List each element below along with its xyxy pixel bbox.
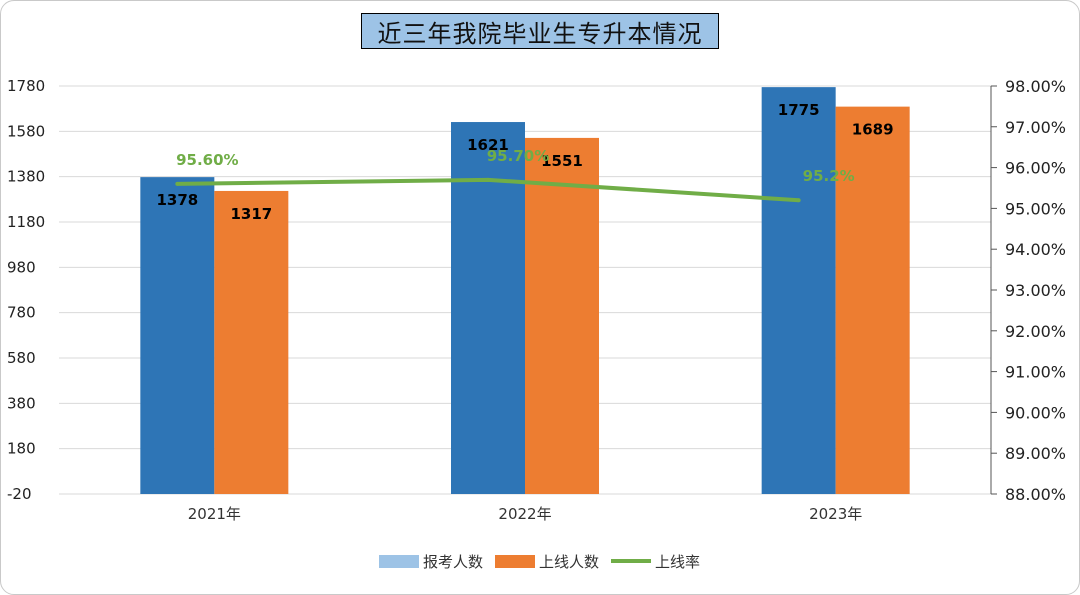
y-left-tick-label: 780 <box>7 304 36 322</box>
y-left-tick-label: 380 <box>7 394 36 412</box>
rate-data-label: 95.60% <box>176 151 238 169</box>
y-right-tick-label: 93.00% <box>1005 281 1066 300</box>
x-tick-label: 2022年 <box>498 505 551 523</box>
y-left-tick-label: 180 <box>7 440 36 458</box>
y-right-tick-label: 90.00% <box>1005 403 1066 422</box>
bar-admitted <box>835 106 910 495</box>
y-left-tick-label: 1580 <box>7 122 45 140</box>
bar-data-label: 1621 <box>467 136 509 154</box>
y-right-tick-label: 97.00% <box>1005 118 1066 137</box>
y-right-tick-label: 96.00% <box>1005 159 1066 178</box>
rate-point <box>175 181 180 186</box>
chart-title: 近三年我院毕业生专升本情况 <box>361 13 719 49</box>
bar-data-label: 1551 <box>541 152 583 170</box>
bar-applicants <box>140 177 215 494</box>
y-left-tick-label: 1180 <box>7 213 45 231</box>
bar-data-label: 1378 <box>156 191 198 209</box>
bar-data-label: 1317 <box>230 205 272 223</box>
legend-label-rate: 上线率 <box>655 553 700 571</box>
bar-admitted <box>214 190 289 495</box>
rate-point <box>486 177 490 182</box>
y-right-tick-label: 88.00% <box>1005 485 1066 504</box>
y-left-tick-label: 1780 <box>7 77 45 95</box>
rate-point <box>796 198 801 203</box>
y-right-tick-label: 98.00% <box>1005 77 1066 96</box>
y-right-tick-label: 94.00% <box>1005 240 1066 259</box>
bar-admitted <box>525 137 599 494</box>
y-left-tick-label: -20 <box>7 485 32 503</box>
x-tick-label: 2021年 <box>188 505 241 523</box>
legend-label-applicants: 报考人数 <box>423 553 483 571</box>
y-left-tick-label: 980 <box>7 258 36 276</box>
x-tick-label: 2023年 <box>809 505 862 523</box>
y-right-tick-label: 89.00% <box>1005 444 1066 463</box>
y-right-tick-label: 95.00% <box>1005 199 1066 218</box>
bar-applicants <box>761 87 836 494</box>
legend-label-admitted: 上线人数 <box>539 553 599 571</box>
y-right-tick-label: 92.00% <box>1005 322 1066 341</box>
bar-applicants <box>451 122 525 494</box>
legend-swatch-admitted <box>495 555 535 568</box>
bar-data-label: 1775 <box>778 101 820 119</box>
rate-data-label: 95.2% <box>803 167 855 185</box>
legend-swatch-applicants <box>379 555 419 568</box>
rate-data-label: 95.70% <box>487 147 549 165</box>
y-left-tick-label: 580 <box>7 349 36 367</box>
y-right-tick-label: 91.00% <box>1005 363 1066 382</box>
bar-data-label: 1689 <box>852 121 894 139</box>
y-left-tick-label: 1380 <box>7 168 45 186</box>
